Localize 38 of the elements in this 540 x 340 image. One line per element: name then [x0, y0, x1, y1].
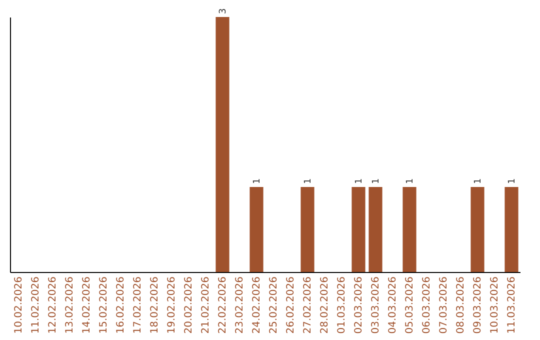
- x-tick-label: 09.03.2026: [472, 276, 484, 334]
- x-tick-label: 22.02.2026: [218, 276, 228, 334]
- x-tick-label: 25.02.2026: [268, 276, 280, 334]
- x-tick-label: 14.02.2026: [82, 276, 92, 334]
- x-tick-label: 21.02.2026: [200, 276, 212, 334]
- data-label: 1: [406, 178, 416, 184]
- x-tick-label: 07.03.2026: [438, 276, 450, 334]
- data-label: 1: [304, 178, 314, 184]
- x-tick-label: 24.02.2026: [252, 276, 262, 334]
- x-tick-label: 04.03.2026: [388, 276, 398, 334]
- data-label: 3: [218, 8, 228, 14]
- x-tick-label: 19.02.2026: [166, 276, 178, 334]
- x-tick-label: 27.02.2026: [302, 276, 314, 334]
- x-tick-label: 11.03.2026: [506, 276, 518, 334]
- data-label: 1: [354, 178, 364, 184]
- data-label: 1: [508, 178, 518, 184]
- x-tick-label: 02.03.2026: [354, 276, 364, 334]
- x-tick-label: 03.03.2026: [370, 276, 382, 334]
- x-tick-label: 11.02.2026: [30, 276, 42, 334]
- x-tick-label: 17.02.2026: [132, 276, 144, 334]
- x-tick-label: 15.02.2026: [98, 276, 110, 334]
- x-tick-label: 01.03.2026: [336, 276, 348, 334]
- x-tick-label: 05.03.2026: [404, 276, 416, 334]
- data-label: 1: [474, 178, 484, 184]
- x-tick-label: 13.02.2026: [64, 276, 76, 334]
- x-tick-label: 23.02.2026: [234, 276, 246, 334]
- x-tick-label: 18.02.2026: [150, 276, 160, 334]
- x-tick-label: 12.02.2026: [48, 276, 58, 334]
- x-tick-label: 10.02.2026: [14, 276, 24, 334]
- data-label: 1: [372, 178, 382, 184]
- x-tick-label: 20.02.2026: [184, 276, 194, 334]
- x-tick-label: 10.03.2026: [490, 276, 500, 334]
- x-tick-label: 26.02.2026: [286, 276, 296, 334]
- data-label: 1: [252, 178, 262, 184]
- x-tick-label: 08.03.2026: [456, 276, 466, 334]
- x-tick-label: 28.02.2026: [320, 276, 330, 334]
- x-tick-label: 06.03.2026: [422, 276, 432, 334]
- x-tick-label: 16.02.2026: [116, 276, 126, 334]
